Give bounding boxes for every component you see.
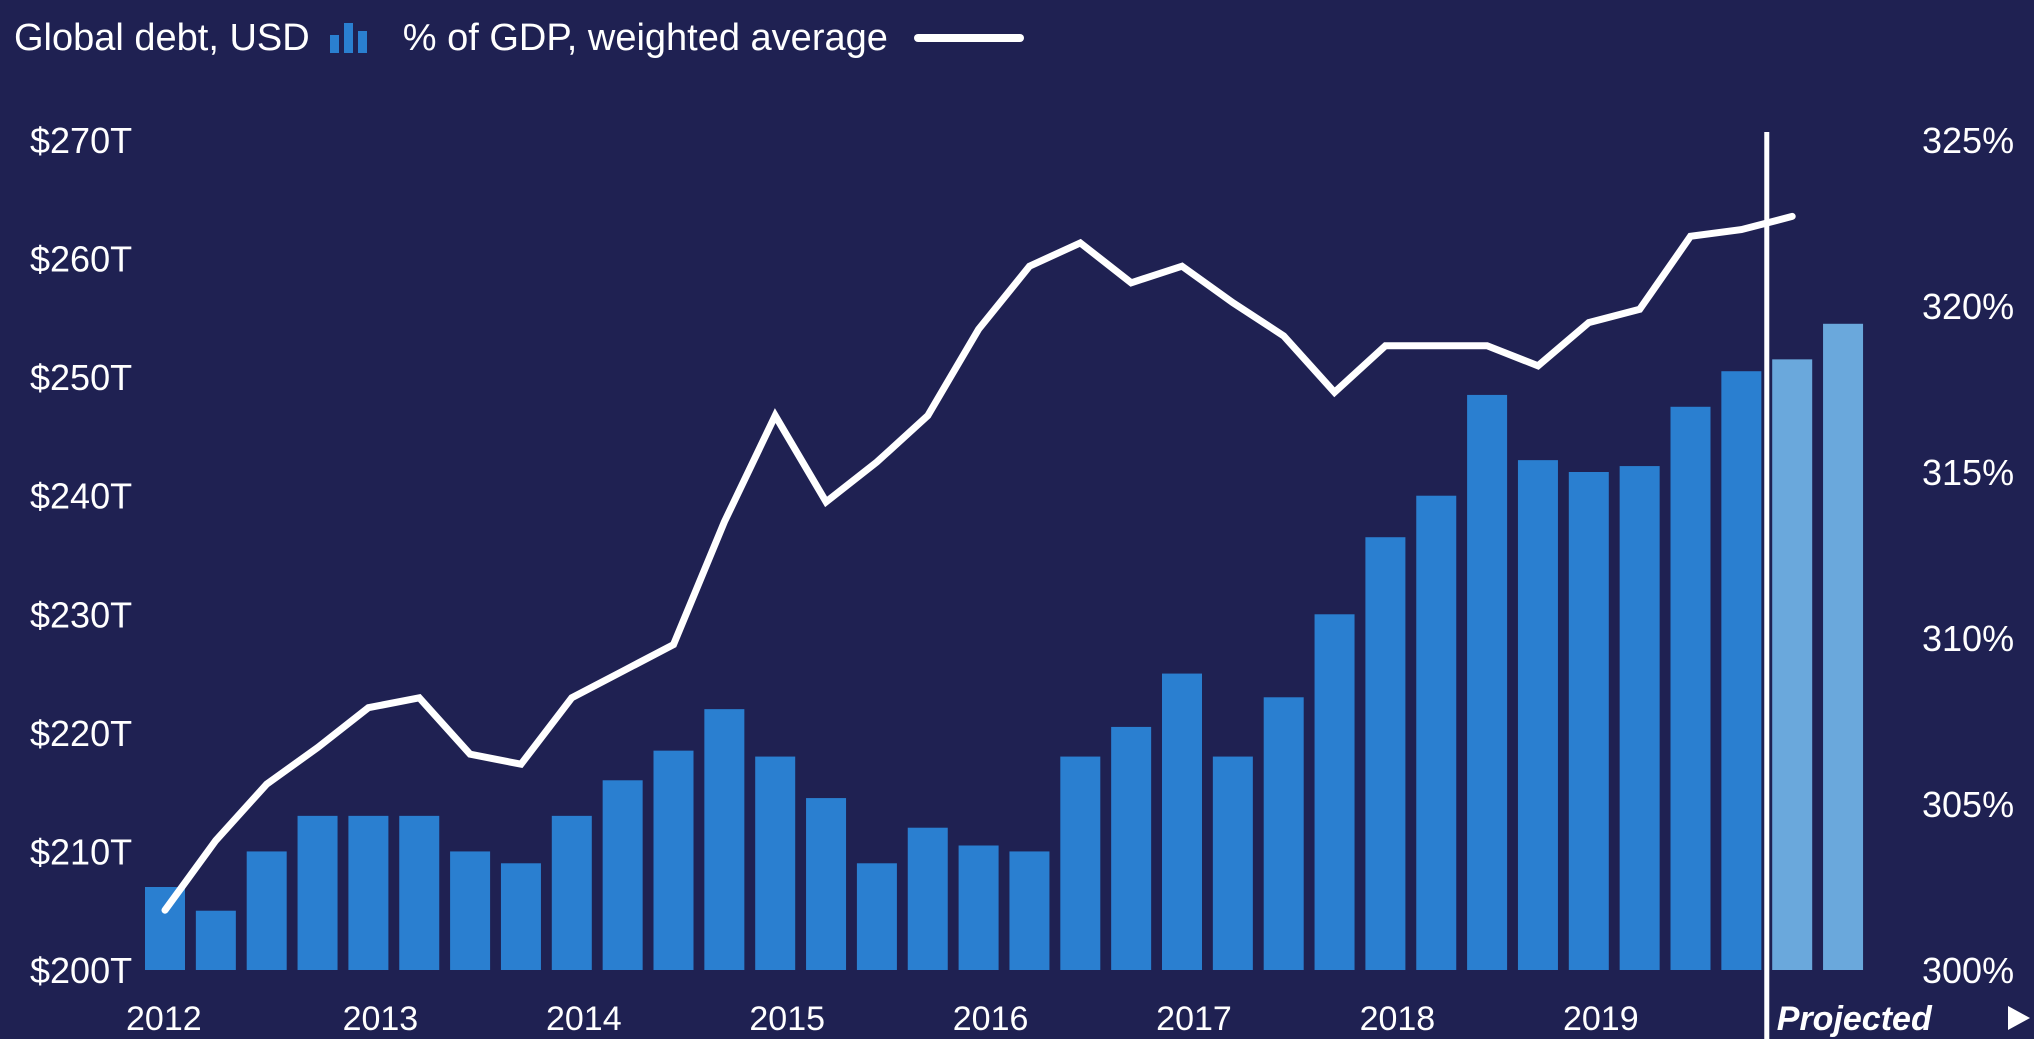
debt-bar [1721,371,1762,970]
debt-bar [1009,851,1050,970]
right-axis-tick: 300% [1922,950,2014,991]
left-axis-tick: $230T [30,594,132,635]
line-swatch-icon [913,34,1024,42]
debt-bar [399,815,440,970]
x-axis-year-label: 2012 [126,1000,202,1038]
debt-bar [1416,495,1457,970]
play-arrow-icon [2008,1006,2030,1030]
debt-bar [348,815,389,970]
debt-bar [195,910,236,970]
debt-bar [1670,406,1711,970]
debt-bar [653,750,694,970]
debt-bar [1111,726,1152,970]
debt-bar [297,815,338,970]
right-axis-tick: 305% [1922,784,2014,825]
left-axis-tick: $260T [30,239,132,280]
chart-legend: Global debt, USD % of GDP, weighted aver… [14,10,1024,66]
bar-chart-icon [329,23,367,53]
debt-bar [246,851,287,970]
debt-bar [907,827,948,970]
x-axis-year-label: 2014 [546,1000,622,1038]
x-axis-year-label: 2015 [749,1000,825,1038]
x-axis-year-label: 2013 [343,1000,419,1038]
debt-bar [1365,537,1406,970]
debt-bar [755,756,796,970]
debt-bar [1568,472,1609,970]
x-axis-year-label: 2019 [1563,1000,1639,1038]
debt-bar [1467,394,1508,970]
debt-bar [1263,697,1304,970]
debt-bar [1314,614,1355,970]
debt-bar [500,863,541,970]
legend-gdp-label: % of GDP, weighted average [402,16,888,59]
left-axis-tick: $200T [30,950,132,991]
x-axis-year-label: 2018 [1360,1000,1436,1038]
debt-bar [1162,673,1202,970]
left-axis-tick: $220T [30,713,132,754]
debt-bar [704,709,745,970]
projected-label: Projected [1777,1000,1933,1038]
debt-bar [1212,756,1253,970]
debt-bar [602,780,643,970]
debt-bar [806,798,847,970]
right-axis-tick: 315% [1922,452,2014,493]
left-axis-tick: $240T [30,476,132,517]
left-axis-tick: $250T [30,357,132,398]
debt-bar [551,815,592,970]
legend-debt-label: Global debt, USD [14,16,310,59]
projected-bar [1823,323,1864,970]
debt-bar [1517,460,1558,970]
debt-bar [856,863,897,970]
debt-bar [958,845,999,970]
x-axis-year-label: 2017 [1156,1000,1232,1038]
x-axis-year-label: 2016 [953,1000,1029,1038]
debt-bar [1060,756,1101,970]
projected-bar [1772,359,1813,970]
left-axis-tick: $270T [30,120,132,161]
right-axis-tick: 320% [1922,286,2014,327]
right-axis-tick: 310% [1922,618,2014,659]
gdp-percent-line [161,212,1796,914]
right-axis-tick: 325% [1922,120,2014,161]
debt-bar [145,887,185,970]
left-axis-tick: $210T [30,831,132,872]
debt-bar [1619,466,1660,970]
debt-bar [450,851,491,970]
